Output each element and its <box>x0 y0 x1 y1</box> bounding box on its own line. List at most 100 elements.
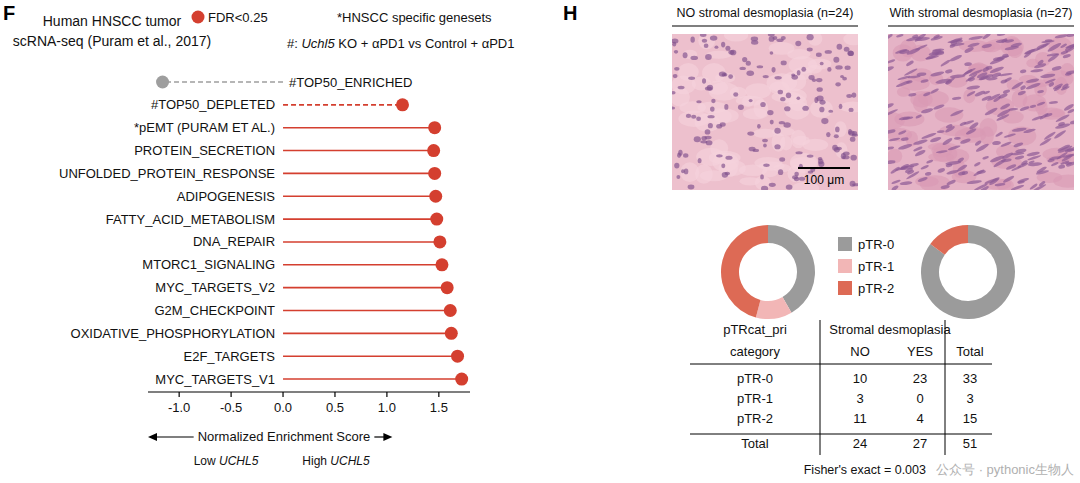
tissue-nucleus <box>694 136 701 142</box>
tissue-nucleus <box>846 94 852 98</box>
tissue-nucleus <box>817 87 823 92</box>
tissue-nucleus <box>888 108 898 117</box>
tissue-nucleus <box>733 92 738 96</box>
donut-slice: pTR-0 <box>921 225 1015 319</box>
tissue-nucleus <box>781 36 786 40</box>
tissue-nucleus <box>725 172 730 176</box>
tissue-nucleus <box>721 42 725 48</box>
tissue-nucleus <box>796 96 800 99</box>
title-rule <box>672 25 858 26</box>
annotation-part: UCHL5 <box>330 454 370 468</box>
tissue-texture <box>772 91 802 102</box>
tissue-nucleus <box>916 72 926 77</box>
tissue-nucleus <box>827 67 831 72</box>
tissue-nucleus <box>820 62 824 66</box>
lollipop-stem <box>163 81 283 83</box>
tissue-nucleus <box>1031 115 1043 121</box>
tissue-nucleus <box>1029 183 1038 190</box>
tissue-nucleus <box>702 78 706 84</box>
tissue-nucleus <box>956 39 964 43</box>
x-axis-title: Normalized Enrichment Score <box>198 429 371 444</box>
tissue-nucleus <box>888 65 895 72</box>
tissue-nucleus <box>989 154 1005 163</box>
annotation: Low UCHL5 <box>194 454 259 468</box>
annotation: *HNSCC specific genesets <box>337 10 492 25</box>
table-cell: Total <box>741 436 769 451</box>
tissue-texture <box>767 73 798 92</box>
tissue-nucleus <box>1020 69 1027 74</box>
tissue-nucleus <box>906 36 922 42</box>
tissue-nucleus <box>690 37 694 43</box>
table-cell: 3 <box>966 391 973 406</box>
tissue-texture <box>753 129 776 138</box>
tissue-texture <box>920 175 951 190</box>
tissue-nucleus <box>842 155 849 159</box>
tissue-nucleus <box>786 184 793 189</box>
tissue-nucleus <box>1037 59 1044 66</box>
tissue-nucleus <box>1062 53 1071 58</box>
tissue-nucleus <box>683 153 688 157</box>
tissue-nucleus <box>1060 160 1070 165</box>
tissue-nucleus <box>998 93 1008 100</box>
tissue-nucleus <box>807 48 813 52</box>
tissue-nucleus <box>691 115 696 119</box>
tissue-nucleus <box>1052 83 1063 91</box>
lollipop-dot <box>156 76 169 89</box>
tissue-nucleus <box>802 106 809 111</box>
tissue-nucleus <box>852 92 857 97</box>
tissue-nucleus <box>888 102 894 110</box>
tissue-nucleus <box>808 75 814 80</box>
tissue-nucleus <box>905 60 914 67</box>
tissue-texture <box>672 75 696 94</box>
tissue-nucleus <box>1043 131 1056 141</box>
tissue-nucleus <box>1037 90 1044 94</box>
tissue-ground <box>672 34 858 190</box>
tissue-texture <box>843 34 858 45</box>
tissue-nucleus <box>1006 163 1017 170</box>
tissue-nucleus <box>1003 89 1011 94</box>
tissue-nucleus <box>710 106 715 111</box>
table-col-head: Total <box>956 344 984 359</box>
scale-bar <box>798 167 850 169</box>
tissue-nucleus <box>945 69 953 74</box>
tissue-nucleus <box>1020 159 1028 166</box>
tissue-nucleus <box>1055 113 1070 123</box>
lollipop-stem <box>283 287 447 289</box>
tissue-nucleus <box>1025 82 1041 91</box>
tissue-nucleus <box>795 41 801 46</box>
tissue-nucleus <box>1003 133 1016 139</box>
tissue-nucleus <box>906 170 920 180</box>
tissue-nucleus <box>1049 101 1058 105</box>
tissue-nucleus <box>954 137 961 140</box>
tissue-nucleus <box>757 124 761 129</box>
tissue-nucleus <box>1024 48 1036 56</box>
tissue-nucleus <box>678 86 685 90</box>
tissue-nucleus <box>1037 101 1046 107</box>
tissue-nucleus <box>780 97 785 101</box>
tissue-nucleus <box>676 175 680 179</box>
table-cell: pTR-2 <box>737 411 773 426</box>
tissue-nucleus <box>992 141 1001 146</box>
tissue-nucleus <box>983 90 990 95</box>
tissue-nucleus <box>719 71 726 76</box>
tissue-nucleus <box>769 183 776 187</box>
tissue-nucleus <box>686 114 691 118</box>
tissue-nucleus <box>728 74 733 79</box>
donut-slice: pTR-0 <box>768 225 815 313</box>
tissue-nucleus <box>762 139 768 143</box>
tissue-nucleus <box>684 169 689 175</box>
tissue-nucleus <box>898 129 907 135</box>
tissue-nucleus <box>816 96 823 102</box>
tissue-nucleus <box>779 157 785 161</box>
tissue-texture <box>712 109 739 123</box>
tissue-nucleus <box>960 138 971 145</box>
tissue-nucleus <box>672 38 678 43</box>
tissue-nucleus <box>673 74 678 78</box>
category-label: ADIPOGENESIS <box>177 189 276 204</box>
tissue-nucleus <box>966 90 976 97</box>
tissue-nucleus <box>966 180 982 185</box>
tissue-nucleus <box>705 54 712 60</box>
tissue-nucleus <box>825 50 832 54</box>
lollipop-stem <box>283 310 450 312</box>
tissue-nucleus <box>984 107 998 117</box>
